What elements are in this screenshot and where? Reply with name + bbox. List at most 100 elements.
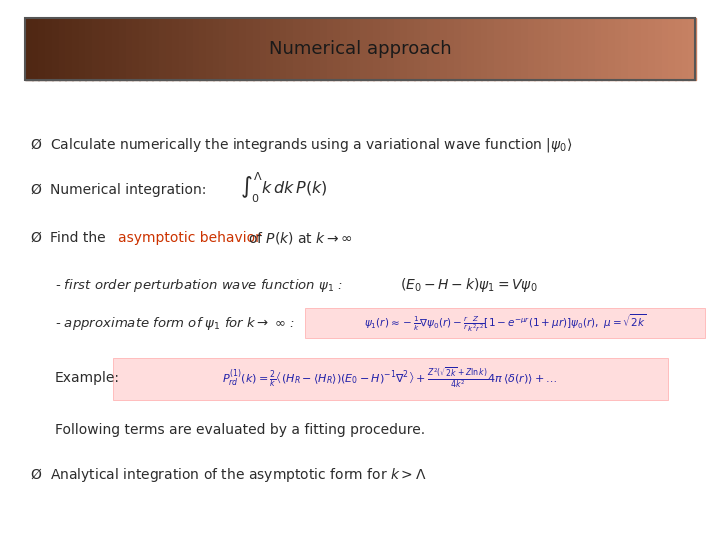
Bar [253,18,261,80]
Bar [206,18,214,80]
Text: of $P(k)$ at $k \to \infty$: of $P(k)$ at $k \to \infty$ [248,230,353,246]
Bar [487,18,495,80]
Bar [132,18,140,80]
Bar [608,18,616,80]
Bar [139,18,147,80]
Bar [561,18,569,80]
Bar [688,18,696,80]
Bar [494,18,502,80]
Bar [575,18,582,80]
Text: asymptotic behavior: asymptotic behavior [118,231,261,245]
Bar [105,18,113,80]
Bar [354,18,361,80]
Bar [246,18,254,80]
Text: Following terms are evaluated by a fitting procedure.: Following terms are evaluated by a fitti… [55,423,425,437]
Bar [287,18,294,80]
Bar [32,18,40,80]
Bar [461,18,468,80]
Text: Ø: Ø [30,468,41,482]
Bar [366,18,374,80]
Bar [554,18,562,80]
Bar [541,18,549,80]
Bar [500,18,508,80]
Bar [58,18,66,80]
Bar [642,18,649,80]
Bar [360,18,368,80]
Text: $\int_0^{\Lambda} k\, dk\, P(k)$: $\int_0^{\Lambda} k\, dk\, P(k)$ [240,171,328,205]
Bar [259,18,267,80]
Bar [320,18,328,80]
Bar [420,18,428,80]
Bar [662,18,669,80]
Bar [454,18,462,80]
Bar [682,18,689,80]
Text: $(E_0 - H - k)\psi_1 = V\psi_0$: $(E_0 - H - k)\psi_1 = V\psi_0$ [400,276,538,294]
Bar [380,18,388,80]
Bar [25,18,32,80]
Bar [581,18,589,80]
Bar [346,18,354,80]
Text: $P_{rd}^{(1)}(k) = \frac{2}{k}\left\langle(H_R - \langle H_R\rangle)(E_0-H)^{-1}: $P_{rd}^{(1)}(k) = \frac{2}{k}\left\lang… [222,366,558,390]
Text: Numerical integration:: Numerical integration: [50,183,207,197]
Bar [635,18,642,80]
Bar [307,18,314,80]
Bar [313,18,321,80]
Bar [226,18,234,80]
Bar [199,18,207,80]
Bar [528,18,535,80]
Bar [172,18,180,80]
Bar [588,18,595,80]
Text: Calculate numerically the integrands using a variational wave function $|\psi_0\: Calculate numerically the integrands usi… [50,136,572,154]
Bar [45,18,53,80]
Bar [166,18,174,80]
Bar [25,18,695,80]
Bar [340,18,348,80]
Bar [273,18,281,80]
Bar [220,18,227,80]
Bar [333,18,341,80]
Bar [621,18,629,80]
Bar [239,18,247,80]
Bar [145,18,153,80]
Bar [305,308,705,338]
Bar [413,18,421,80]
Bar [474,18,482,80]
Bar [186,18,194,80]
Bar [467,18,475,80]
Bar [387,18,395,80]
Bar [567,18,575,80]
Text: - approximate form of $\psi_1$ for $k \to$ $\infty$ :: - approximate form of $\psi_1$ for $k \t… [55,314,295,332]
Bar [113,358,668,400]
Bar [534,18,542,80]
Bar [92,18,99,80]
Bar [675,18,683,80]
Bar [668,18,676,80]
Bar [233,18,240,80]
Bar [433,18,441,80]
Bar [441,18,448,80]
Bar [407,18,415,80]
Bar [601,18,609,80]
Bar [514,18,522,80]
Bar [125,18,133,80]
Bar [508,18,515,80]
Bar [38,18,46,80]
Text: Analytical integration of the asymptotic form for $k > \Lambda$: Analytical integration of the asymptotic… [50,466,427,484]
Bar [99,18,107,80]
Bar [192,18,200,80]
Bar [427,18,435,80]
Text: Ø: Ø [30,231,41,245]
Bar [119,18,127,80]
Text: Example:: Example: [55,371,120,385]
Bar [521,18,528,80]
Bar [159,18,167,80]
Text: Find the: Find the [50,231,110,245]
Bar [400,18,408,80]
Bar [66,18,73,80]
Bar [615,18,622,80]
Bar [374,18,381,80]
Bar [266,18,274,80]
Bar [447,18,455,80]
Bar [394,18,401,80]
Bar [628,18,636,80]
